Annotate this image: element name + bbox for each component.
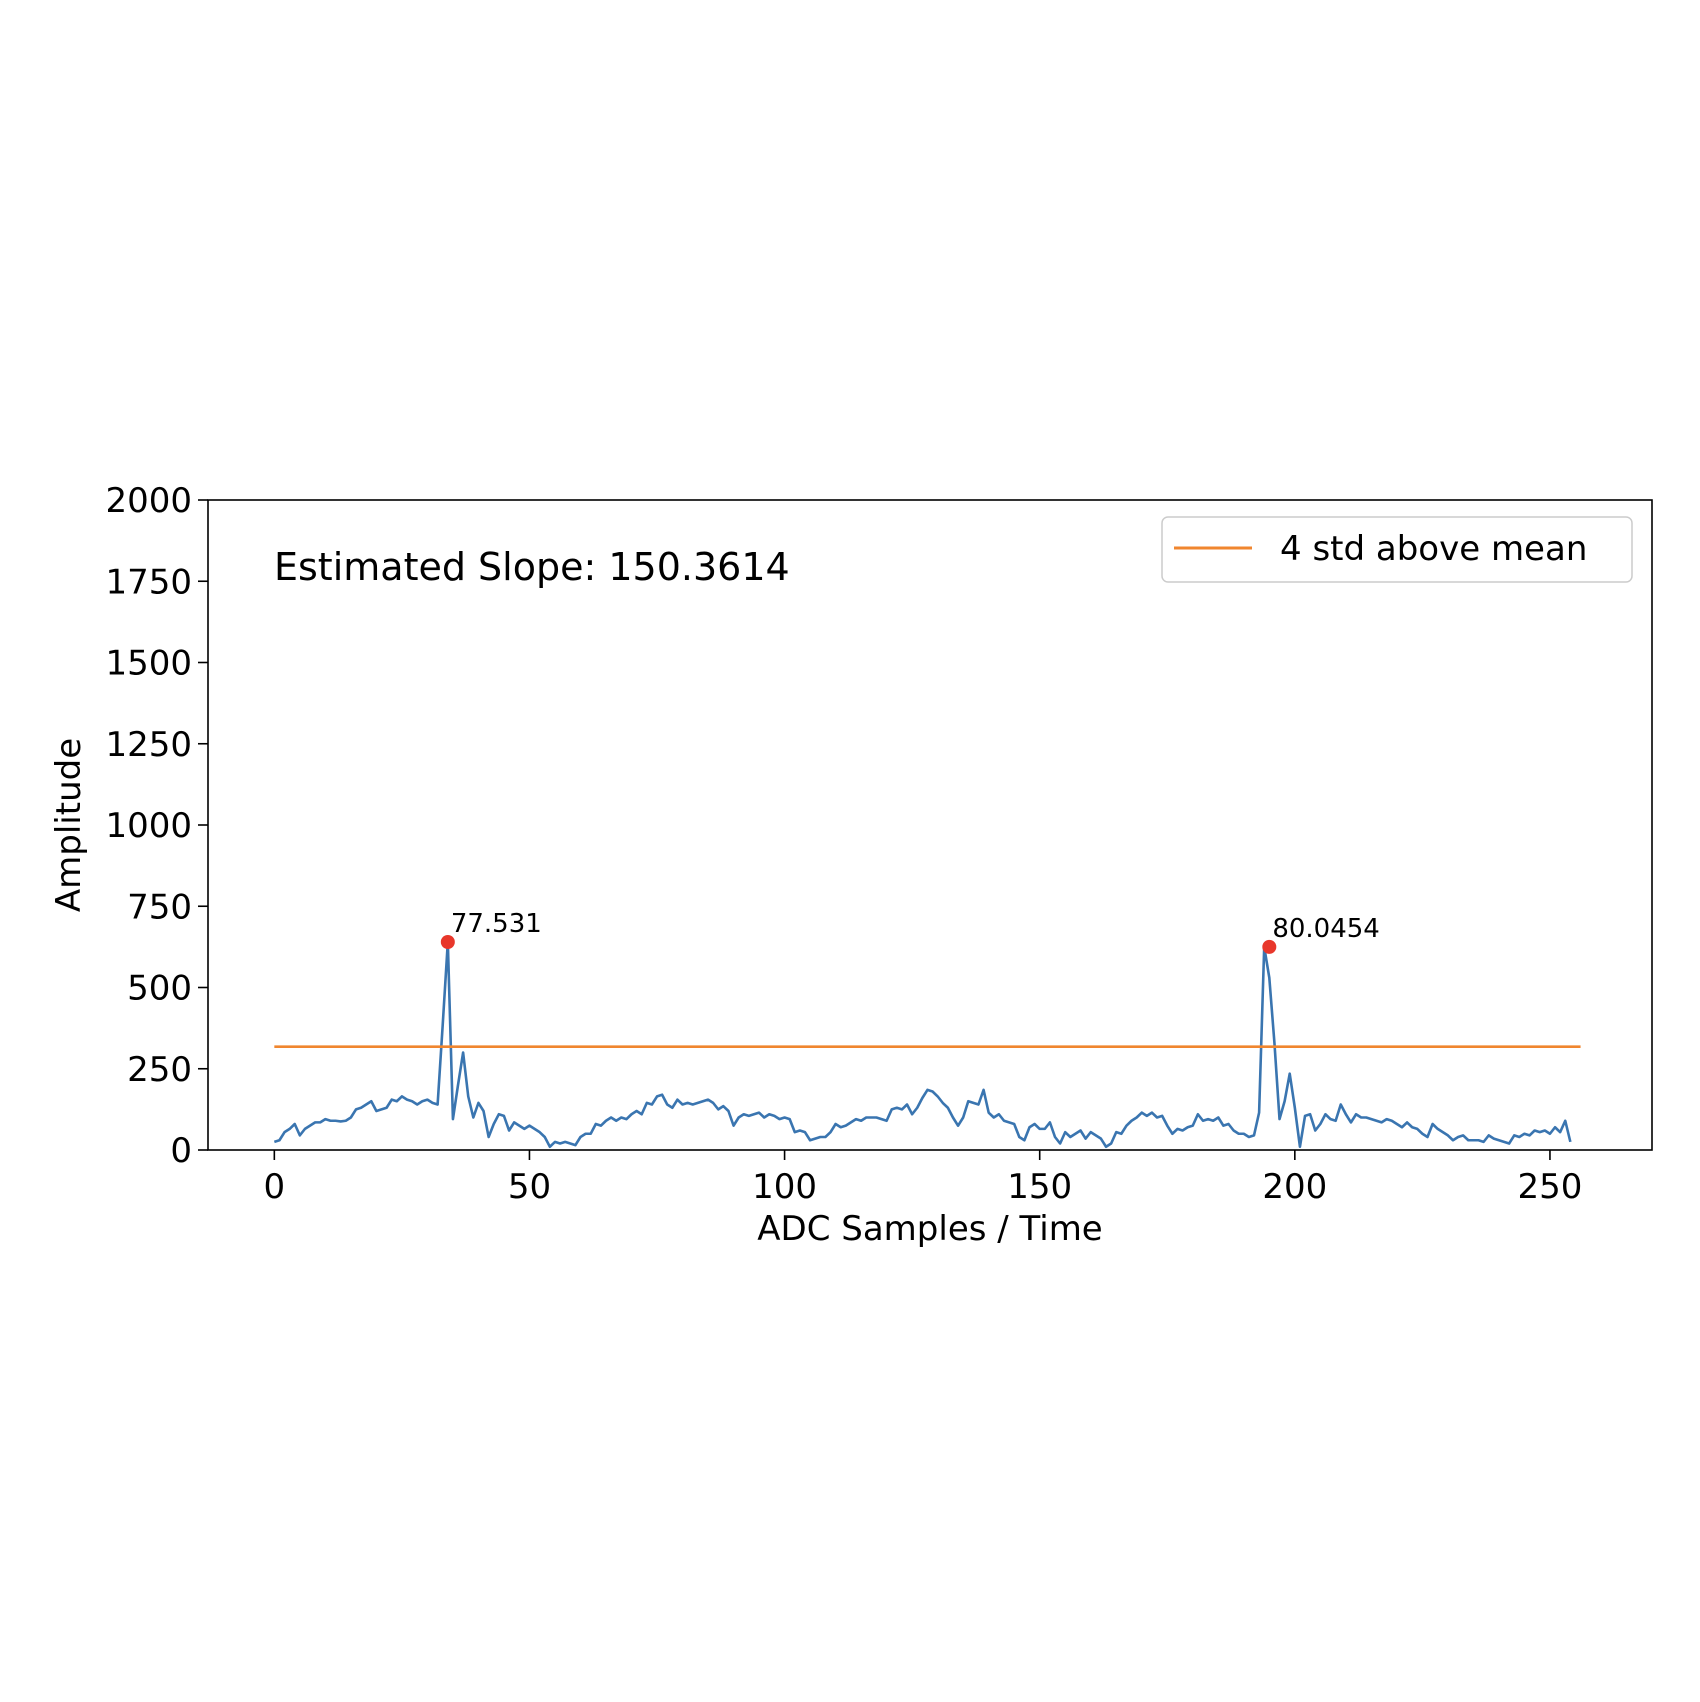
peak-layer: 77.531 80.0454: [440, 909, 1380, 954]
series-layer: [273, 940, 1581, 1149]
peak-marker: [440, 935, 455, 949]
legend-label-threshold: 4 std above mean: [1280, 529, 1587, 569]
y-tick-label: 750: [127, 887, 192, 927]
y-tick-label: 1000: [105, 806, 192, 846]
x-tick-label: 100: [752, 1167, 817, 1207]
x-tick-label: 50: [508, 1167, 551, 1207]
x-axis-label: ADC Samples / Time: [757, 1209, 1102, 1249]
x-tick-label: 150: [1007, 1167, 1072, 1207]
y-tick-label: 1750: [105, 562, 192, 602]
y-axis-label: Amplitude: [49, 738, 89, 912]
slope-annotation: Estimated Slope: 150.3614: [274, 545, 790, 589]
peak-label: 80.0454: [1272, 914, 1380, 944]
peak-label: 77.531: [451, 909, 542, 939]
x-tick-label: 200: [1262, 1167, 1327, 1207]
signal-line: [273, 940, 1572, 1149]
y-axis: 0 250 500 750 1000 1250 1500 1750 2000: [105, 481, 208, 1171]
y-tick-label: 500: [127, 969, 192, 1009]
x-tick-label: 250: [1517, 1167, 1582, 1207]
legend: 4 std above mean: [1161, 516, 1633, 583]
y-tick-label: 1250: [105, 725, 192, 765]
y-tick-label: 2000: [105, 481, 192, 521]
y-tick-label: 0: [170, 1131, 192, 1171]
y-tick-label: 250: [127, 1050, 192, 1090]
x-axis: 0 50 100 150 200 250: [264, 1150, 1582, 1207]
legend-box: [1161, 516, 1633, 583]
x-tick-label: 0: [264, 1167, 286, 1207]
peak-marker: [1262, 939, 1277, 954]
y-tick-label: 1500: [105, 644, 192, 684]
